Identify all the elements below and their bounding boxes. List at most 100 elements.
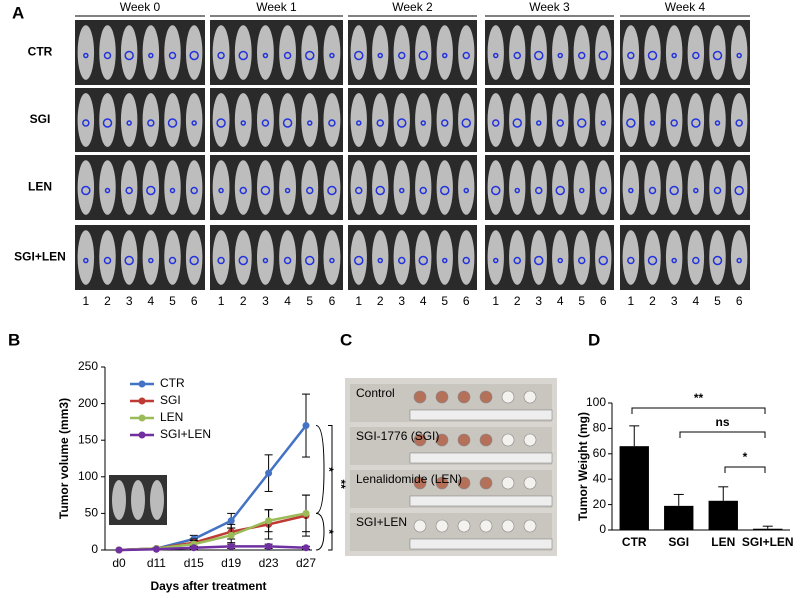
signal: [240, 120, 246, 126]
marker: [265, 542, 273, 550]
mouse-number: 5: [306, 294, 313, 308]
mouse: [142, 25, 160, 80]
mouse: [77, 160, 95, 215]
bracket: [631, 407, 766, 414]
signal: [148, 52, 154, 59]
mouse: [301, 230, 319, 285]
mouse: [120, 230, 138, 285]
mouse: [644, 25, 661, 80]
signal: [398, 256, 406, 265]
y-tick-label: 60: [593, 446, 607, 460]
week-header: Week 4: [665, 0, 706, 14]
imaging-panel: [210, 225, 343, 290]
signal: [493, 52, 499, 59]
signal: [375, 185, 385, 196]
signal: [355, 186, 363, 195]
signal: [399, 187, 405, 194]
x-tick-label: SGI+LEN: [742, 535, 794, 549]
mouse: [687, 160, 705, 215]
mouse: [120, 25, 138, 80]
x-tick-label: d15: [184, 556, 204, 570]
mouse-number: 3: [262, 294, 269, 308]
mouse-number: 3: [126, 294, 133, 308]
signal: [669, 185, 679, 196]
mouse: [415, 25, 432, 80]
signal: [535, 186, 543, 195]
mouse-number: 2: [104, 294, 111, 308]
signal: [513, 256, 521, 265]
tumor: [413, 390, 427, 404]
photo-row-label: Lenalidomide (LEN): [356, 472, 462, 486]
signal: [354, 50, 364, 61]
tumor: [435, 433, 449, 447]
signal: [463, 187, 469, 194]
photo-row-label: SGI-1776 (SGI): [356, 429, 439, 443]
signal: [354, 255, 364, 266]
mouse: [665, 160, 683, 215]
mouse: [234, 230, 252, 285]
mouse: [530, 93, 547, 147]
legend-marker: [138, 380, 146, 388]
tumor: [479, 476, 493, 490]
x-tick-label: CTR: [622, 535, 647, 549]
mouse: [185, 93, 203, 147]
signal: [461, 118, 471, 128]
signal: [556, 119, 564, 127]
signal: [649, 120, 656, 126]
inset-mouse: [131, 480, 145, 520]
signal: [440, 185, 450, 196]
mouse: [709, 25, 726, 80]
signal: [377, 257, 383, 264]
group-label: CTR: [28, 45, 53, 59]
signal: [598, 255, 608, 266]
bracket: [679, 431, 766, 438]
legend-label: SGI: [160, 393, 181, 407]
marker: [265, 517, 273, 525]
signal: [327, 185, 337, 196]
legend-marker: [138, 397, 146, 405]
x-tick-label: LEN: [711, 535, 735, 549]
signal: [83, 52, 89, 59]
marker: [152, 545, 160, 553]
signal: [81, 185, 91, 196]
signal: [692, 51, 700, 60]
signal: [671, 257, 677, 264]
mouse: [234, 25, 252, 80]
signal: [734, 185, 744, 196]
mouse-number: 4: [557, 294, 564, 308]
signal: [148, 257, 154, 264]
mouse: [185, 230, 203, 285]
signal: [600, 120, 606, 126]
mouse: [350, 230, 367, 285]
mouse: [415, 93, 432, 147]
mouse: [256, 230, 274, 285]
legend-label: SGI+LEN: [160, 427, 211, 441]
signal: [329, 52, 335, 59]
tumor: [523, 433, 537, 447]
mouse-number: 6: [463, 294, 470, 308]
mouse-number: 2: [377, 294, 384, 308]
mouse-number: 4: [147, 294, 154, 308]
marker: [190, 544, 198, 552]
signal: [282, 118, 293, 128]
x-tick-label: d0: [112, 556, 126, 570]
mouse: [530, 230, 547, 285]
mouse: [120, 93, 138, 147]
mouse: [665, 230, 683, 285]
imaging-panel: [348, 88, 477, 152]
signal: [713, 186, 722, 195]
inset-mouse: [112, 480, 126, 520]
mouse-number: 5: [169, 294, 176, 308]
signal: [578, 256, 586, 265]
signal: [168, 256, 177, 265]
signal: [418, 50, 428, 61]
mouse: [393, 93, 410, 147]
signal: [217, 51, 225, 60]
legend-label: LEN: [160, 410, 183, 424]
signal: [514, 187, 520, 194]
imaging-panel: [620, 20, 750, 85]
signal: [284, 187, 291, 194]
tumor: [523, 519, 537, 533]
bracket: [315, 425, 325, 514]
signal: [420, 120, 426, 126]
